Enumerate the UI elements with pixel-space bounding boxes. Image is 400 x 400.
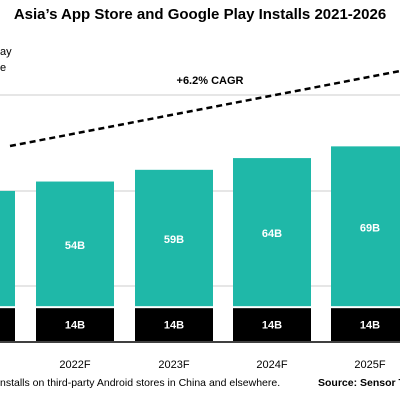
bar-teal-2023F (135, 169, 213, 307)
legend: ay e (0, 44, 12, 76)
x-tick-label-2023F: 2023F (158, 359, 189, 371)
bar-black-2024F (233, 308, 311, 341)
data-label-teal-2025F: 69B (360, 222, 380, 234)
cagr-trend-line (9, 69, 400, 148)
partial-bar-left-teal (0, 190, 15, 307)
bar-teal-2024F (233, 158, 311, 307)
source-credit: Source: Sensor T (318, 377, 400, 389)
legend-fragment-1: ay (0, 46, 12, 58)
cagr-label: +6.2% CAGR (177, 75, 244, 87)
bar-black-2025F (331, 308, 400, 341)
data-label-teal-2022F: 54B (65, 240, 85, 252)
x-tick-label-2022F: 2022F (59, 359, 90, 371)
footnote: nstalls on third-party Android stores in… (0, 377, 281, 389)
bar-teal-2022F (36, 181, 114, 307)
data-label-teal-2023F: 59B (164, 234, 184, 246)
x-tick-label-2025F: 2025F (354, 359, 385, 371)
data-label-black-2022F: 14B (65, 320, 85, 332)
bar-black-2023F (135, 308, 213, 341)
bar-teal-2025F (331, 146, 400, 307)
chart-title: Asia’s App Store and Google Play Install… (13, 6, 387, 23)
legend-fragment-2: e (0, 62, 7, 74)
partial-bar-left-black (0, 308, 15, 341)
bar-black-2022F (36, 308, 114, 341)
x-tick-label-2024F: 2024F (256, 359, 287, 371)
data-label-black-2025F: 14B (360, 320, 380, 332)
data-label-black-2024F: 14B (262, 320, 282, 332)
data-label-teal-2024F: 64B (262, 228, 282, 240)
data-label-black-2023F: 14B (164, 320, 184, 332)
